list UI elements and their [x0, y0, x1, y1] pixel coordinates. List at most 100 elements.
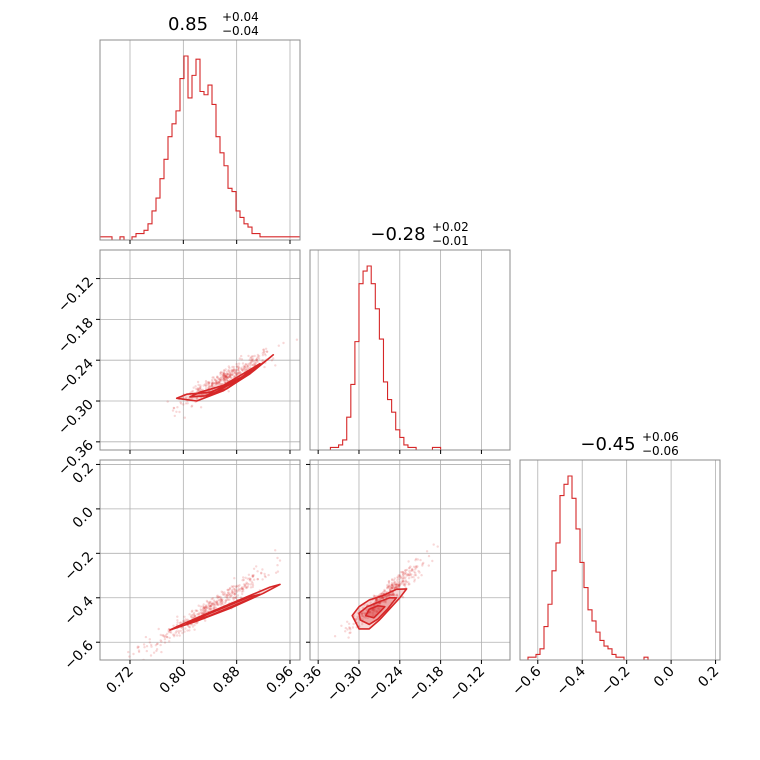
- sample-point: [184, 402, 188, 405]
- sample-point: [148, 641, 151, 644]
- sample-point: [222, 371, 225, 374]
- sample-point: [395, 585, 398, 588]
- sample-point: [247, 354, 250, 358]
- sample-point: [210, 602, 214, 605]
- sample-point: [395, 583, 398, 586]
- sample-point: [251, 582, 254, 585]
- sample-point: [222, 373, 225, 376]
- sample-point: [144, 635, 148, 639]
- sample-point: [226, 376, 229, 380]
- sample-point: [159, 639, 162, 642]
- sample-point: [219, 383, 222, 386]
- scatter-panel-p0-p1-background: [100, 250, 300, 450]
- sample-point: [383, 590, 387, 593]
- sample-point: [205, 609, 208, 612]
- sample-point: [240, 587, 244, 590]
- sample-point: [376, 607, 380, 610]
- sample-point: [248, 362, 251, 365]
- sample-point: [213, 605, 216, 609]
- histogram-p0: [100, 55, 300, 240]
- sample-point: [249, 578, 252, 581]
- sample-point: [222, 374, 226, 378]
- sample-point: [270, 359, 274, 362]
- sample-point: [401, 580, 404, 583]
- xtick-label-p0-1: 0.80: [157, 664, 190, 697]
- sample-point: [206, 606, 209, 609]
- sample-point: [232, 368, 235, 372]
- sample-point: [387, 585, 390, 589]
- sample-point: [225, 379, 228, 382]
- contour-0: [351, 588, 408, 630]
- sample-point: [196, 388, 199, 392]
- sample-point: [251, 585, 254, 589]
- sample-point: [194, 385, 197, 388]
- sample-point: [427, 564, 430, 567]
- sample-point: [395, 583, 398, 586]
- sample-point: [402, 573, 405, 576]
- sample-point: [409, 565, 412, 568]
- sample-point: [249, 357, 252, 360]
- sample-point: [226, 373, 230, 376]
- sample-point: [373, 595, 376, 598]
- sample-point: [197, 388, 200, 391]
- sample-point: [238, 584, 241, 587]
- sample-point: [230, 370, 233, 374]
- xtick-label-p1-2: −0.24: [365, 663, 407, 705]
- sample-point: [163, 635, 166, 638]
- sample-point: [375, 598, 379, 601]
- sample-point: [255, 358, 258, 361]
- sample-point: [207, 381, 211, 385]
- sample-point: [244, 367, 248, 370]
- sample-point: [393, 583, 396, 586]
- sample-point: [223, 379, 227, 382]
- sample-point: [224, 375, 227, 378]
- sample-point: [390, 594, 393, 597]
- sample-point: [237, 366, 240, 370]
- sample-point: [226, 377, 229, 380]
- sample-point: [250, 358, 254, 361]
- hist-panel-p2-border: [519, 459, 721, 661]
- sample-point: [221, 593, 225, 596]
- sample-point: [201, 609, 205, 612]
- sample-point: [223, 372, 226, 375]
- sample-point: [217, 598, 221, 602]
- sample-point: [205, 599, 209, 603]
- sample-point: [246, 577, 249, 580]
- sample-point: [223, 378, 226, 381]
- sample-point: [204, 607, 207, 610]
- ytick-label-p1-4: −0.12: [55, 274, 97, 316]
- sample-point: [381, 596, 385, 600]
- sample-point: [182, 403, 185, 406]
- sample-point: [221, 373, 224, 376]
- sample-point: [216, 382, 219, 386]
- sample-point: [417, 569, 420, 573]
- sample-point: [182, 619, 185, 623]
- sample-point: [219, 378, 222, 381]
- ytick-label-p1-3: −0.18: [55, 315, 97, 357]
- sample-point: [256, 577, 259, 581]
- sample-point: [365, 608, 368, 611]
- sample-point: [226, 375, 229, 378]
- sample-point: [244, 586, 248, 589]
- sample-point: [409, 573, 412, 577]
- scatter-panel-p1-p2: −0.36 −0.30 −0.24 −0.18 −0.12: [283, 459, 511, 705]
- sample-point: [195, 609, 198, 612]
- sample-point: [212, 602, 215, 606]
- sample-point: [230, 585, 233, 588]
- sample-point: [404, 571, 407, 574]
- sample-point: [385, 595, 389, 598]
- sample-point: [160, 640, 163, 643]
- sample-point: [351, 626, 355, 629]
- sample-point: [223, 374, 227, 378]
- sample-point: [223, 369, 226, 373]
- sample-point: [207, 607, 211, 610]
- sample-point: [402, 580, 405, 583]
- sample-point: [223, 376, 226, 379]
- sample-point: [214, 384, 217, 387]
- sample-point: [233, 372, 236, 375]
- sample-point: [228, 588, 231, 592]
- sample-point: [403, 572, 406, 575]
- sample-point: [379, 598, 382, 601]
- sample-point: [403, 582, 406, 585]
- contour-1: [358, 596, 398, 626]
